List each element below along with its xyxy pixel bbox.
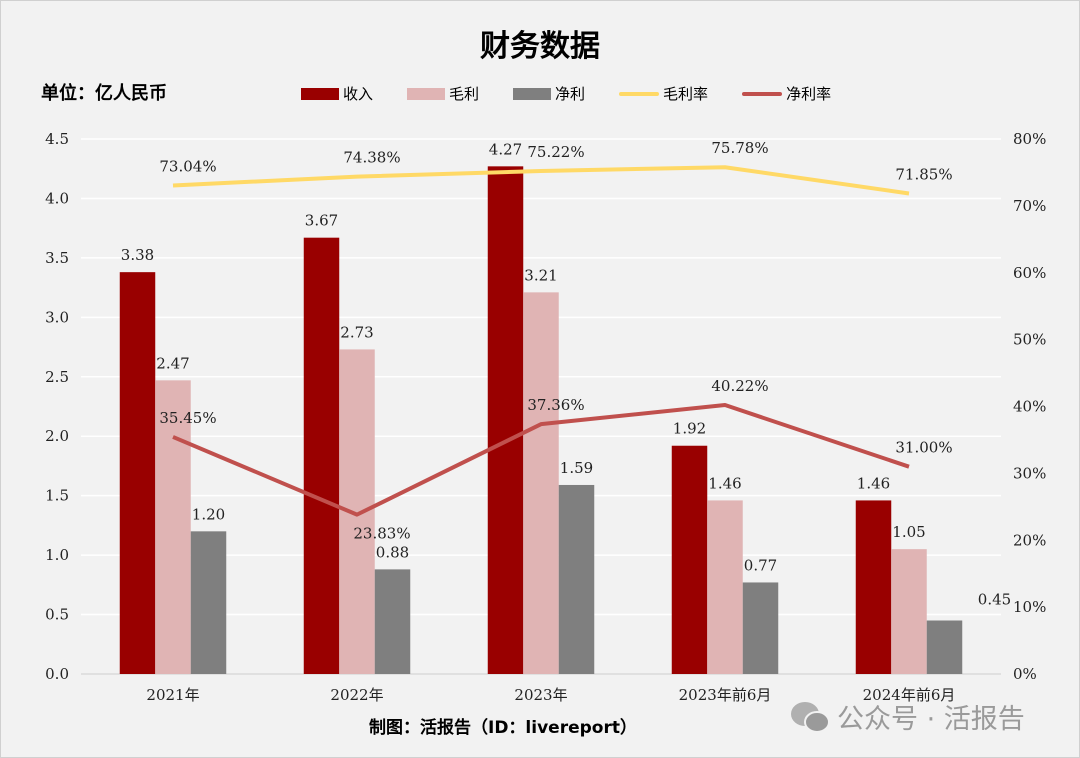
- bar-data-label: 3.21: [524, 266, 557, 284]
- bar-1: [523, 292, 559, 674]
- legend-swatch: [301, 87, 339, 100]
- y-tick-label: 2.5: [45, 368, 69, 386]
- bar-data-label: 0.45: [978, 591, 1011, 609]
- y-tick-label: 1.0: [45, 546, 69, 564]
- unit-label: 单位：亿人民币: [41, 83, 167, 104]
- bar-0: [303, 237, 340, 674]
- legend-swatch: [407, 87, 446, 100]
- watermark-text: 公众号 · 活报告: [837, 704, 1025, 735]
- watermark: 公众号 · 活报告: [789, 697, 1025, 736]
- bar-2: [374, 569, 411, 674]
- line-data-label: 75.22%: [527, 143, 584, 161]
- bar-data-label: 1.05: [892, 523, 925, 541]
- legend-label: 收入: [343, 85, 374, 103]
- bar-0: [855, 500, 892, 674]
- bar-2: [558, 484, 595, 674]
- y-tick-label: 1.5: [45, 487, 69, 505]
- bar-data-label: 1.92: [673, 420, 706, 438]
- legend-item-gross-profit: 毛利: [407, 83, 479, 104]
- bar-data-label: 1.59: [560, 459, 593, 477]
- chart-title: 财务数据: [480, 29, 600, 64]
- legend-item-revenue: 收入: [301, 83, 373, 104]
- bar-2: [742, 582, 779, 674]
- y-tick-label: 0.0: [45, 665, 69, 683]
- y2-tick-label: 70%: [1013, 197, 1046, 215]
- line-data-label: 73.04%: [159, 158, 216, 176]
- bar-2: [190, 531, 227, 674]
- credit-text: 制图：活报告（ID：livereport）: [369, 718, 637, 738]
- bar-1: [891, 549, 927, 674]
- bar-0: [671, 445, 708, 674]
- y-tick-label: 2.0: [45, 427, 69, 445]
- bar-data-label: 2.73: [340, 323, 373, 341]
- line-data-label: 37.36%: [527, 396, 584, 414]
- x-tick-label: 2021年: [146, 686, 199, 704]
- line-data-label: 31.00%: [895, 439, 952, 457]
- legend-label: 毛利: [449, 85, 480, 103]
- bar-0: [119, 272, 156, 674]
- y-tick-label: 0.5: [45, 606, 69, 624]
- bar-data-label: 0.88: [376, 543, 409, 561]
- line-净利率: [172, 403, 910, 517]
- legend-label: 净利: [555, 85, 586, 103]
- line-data-label: 40.22%: [711, 377, 768, 395]
- legend: 收入 毛利 净利 毛利率 净利率: [301, 83, 831, 104]
- legend-swatch: [513, 87, 552, 100]
- bar-1: [707, 500, 743, 674]
- line-data-label: 23.83%: [353, 525, 410, 543]
- y-tick-label: 3.0: [45, 308, 69, 326]
- legend-swatch: [619, 91, 660, 96]
- line-data-label: 71.85%: [895, 166, 952, 184]
- bar-data-label: 0.77: [744, 556, 777, 574]
- bar-data-label: 3.67: [305, 212, 338, 230]
- y2-tick-label: 60%: [1013, 264, 1046, 282]
- y-tick-label: 4.0: [45, 189, 69, 207]
- y2-tick-label: 40%: [1013, 398, 1046, 416]
- legend-label: 毛利率: [663, 85, 709, 103]
- x-tick-label: 2022年: [330, 686, 383, 704]
- x-tick-label: 2024年前6月: [863, 686, 956, 704]
- y2-tick-label: 10%: [1013, 598, 1046, 616]
- bar-data-label: 2.47: [156, 354, 189, 372]
- bar-data-label: 1.20: [192, 505, 225, 523]
- bar-1: [155, 380, 191, 674]
- y-tick-label: 4.5: [45, 130, 69, 148]
- legend-item-gross-margin: 毛利率: [619, 83, 708, 104]
- y2-tick-label: 0%: [1013, 665, 1037, 683]
- wechat-icon: [791, 701, 830, 733]
- line-data-label: 75.78%: [711, 139, 768, 157]
- line-data-label: 74.38%: [343, 149, 400, 167]
- legend-swatch: [742, 91, 783, 96]
- legend-item-net-profit: 净利: [513, 83, 585, 104]
- bar-data-label: 3.38: [121, 246, 154, 264]
- bar-data-label: 1.46: [857, 474, 890, 492]
- y2-tick-label: 30%: [1013, 464, 1046, 482]
- bar-0: [487, 166, 524, 674]
- bar-data-label: 1.46: [708, 474, 741, 492]
- x-tick-label: 2023年: [514, 686, 567, 704]
- bar-1: [339, 349, 375, 674]
- y2-tick-label: 50%: [1013, 331, 1046, 349]
- y2-tick-label: 80%: [1013, 130, 1046, 148]
- line-毛利率: [172, 165, 910, 196]
- y2-tick-label: 20%: [1013, 531, 1046, 549]
- x-tick-label: 2023年前6月: [679, 686, 772, 704]
- bar-data-label: 4.27: [489, 140, 522, 158]
- y-tick-label: 3.5: [45, 249, 69, 267]
- line-data-label: 35.45%: [159, 409, 216, 427]
- legend-label: 净利率: [786, 85, 832, 103]
- legend-item-net-margin: 净利率: [742, 83, 831, 104]
- bar-2: [926, 620, 963, 674]
